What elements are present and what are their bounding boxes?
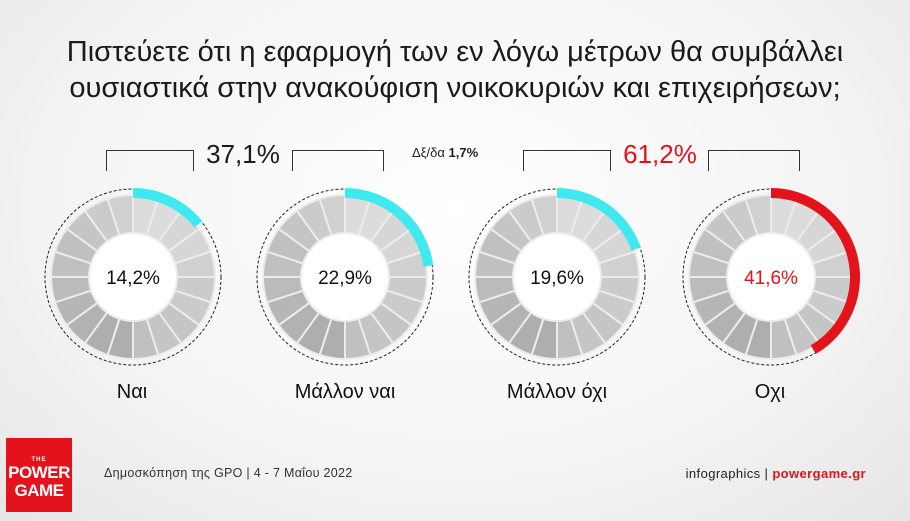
category-label-1: Μάλλον ναι — [294, 381, 396, 403]
negative-bracket-left — [523, 150, 611, 173]
error-note-value: 1,7% — [448, 145, 479, 160]
logo-line-1: POWER — [8, 463, 70, 482]
logo-the: THE — [31, 457, 47, 463]
title-line-1: Πιστεύετε ότι η εφαρμογή των εν λόγω μέτ… — [66, 36, 844, 68]
donut-value-arc — [771, 188, 860, 354]
donut-dashed-ring — [468, 188, 646, 366]
title-line-2: ουσιαστικά στην ανακούφιση νοικοκυριών κ… — [69, 72, 841, 104]
category-label-3: Οχι — [754, 381, 786, 403]
donut-segment — [530, 193, 558, 237]
category-label-2: Μάλλον όχι — [506, 381, 608, 403]
positive-bracket-left — [106, 150, 194, 173]
chart-title: Πιστεύετε ότι η εφαρμογή των εν λόγω μέτ… — [0, 34, 910, 106]
donut-segment — [318, 193, 346, 237]
negative-total: 61,2% — [623, 139, 697, 169]
donut-1: 22,9% — [256, 188, 434, 366]
negative-bracket-right — [708, 150, 800, 173]
positive-total: 37,1% — [206, 139, 280, 169]
donut-value-label: 41,6% — [744, 268, 798, 289]
donut-value-arc — [557, 188, 641, 251]
donut-segment — [744, 193, 772, 237]
donut-3: 41,6% — [682, 188, 860, 366]
footer-source: Δημοσκόπηση της GPO | 4 - 7 Μαΐου 2022 — [104, 466, 353, 480]
donut-value-arc — [345, 188, 434, 267]
donut-2: 19,6% — [468, 188, 646, 366]
donut-dashed-ring — [44, 188, 222, 366]
donut-dashed-ring — [256, 188, 434, 366]
error-note: Δξ/δα 1,7% — [412, 145, 478, 160]
donut-hole — [728, 234, 814, 320]
donut-value-label: 19,6% — [530, 268, 584, 289]
category-label-0: Ναι — [116, 381, 148, 403]
footer-brand: powergame.gr — [772, 466, 866, 481]
error-note-label: Δξ/δα — [412, 145, 445, 160]
donut-hole — [514, 234, 600, 320]
donut-segment — [106, 193, 134, 237]
donut-hole — [302, 234, 388, 320]
positive-bracket-right — [292, 150, 384, 173]
donut-value-label: 22,9% — [318, 268, 372, 289]
donut-value-arc — [133, 188, 203, 228]
powergame-logo: THE POWER GAME — [6, 438, 72, 512]
footer-credit-text: infographics | — [685, 466, 769, 481]
donut-0: 14,2% — [44, 188, 222, 366]
donut-value-label: 14,2% — [106, 268, 160, 289]
donut-hole — [90, 234, 176, 320]
logo-line-2: GAME — [14, 481, 65, 500]
footer-credit: infographics | powergame.gr — [686, 466, 866, 481]
